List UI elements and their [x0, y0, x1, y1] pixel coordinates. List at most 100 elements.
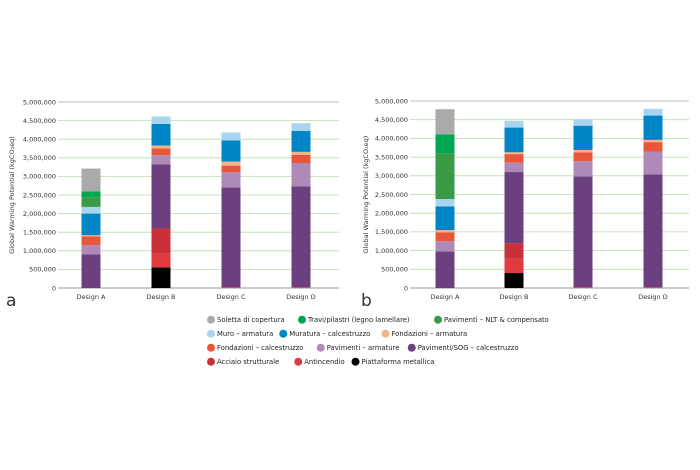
bar-segment [573, 149, 593, 153]
x-tick-label: Design D [638, 293, 668, 301]
chart-a: 0 500,000 1,000,000 1,500,000 2,000,000 2,500… [6, 98, 339, 311]
x-tick-label: Design A [431, 293, 461, 301]
x-tick-label: Design D [286, 293, 316, 301]
bar-segment [435, 251, 455, 288]
bar-segment [151, 123, 171, 146]
bar-segment [151, 228, 171, 254]
y-tick-label: 1,500,000 [23, 229, 56, 237]
bar-segment [573, 152, 593, 162]
y-tick-label: 500,000 [381, 266, 408, 274]
bar-segment [643, 174, 663, 288]
bar-segment [573, 125, 593, 150]
bar-segment [643, 287, 663, 289]
legend-label: Muro – armatura [217, 330, 273, 338]
bar-segment [504, 120, 524, 128]
legend-label: Travi/pilastri (legno lamellare) [307, 316, 410, 324]
legend-swatch [207, 329, 215, 338]
bar-segment [291, 154, 311, 164]
legend-swatch [207, 343, 215, 352]
bar-segment [504, 127, 524, 153]
bar-segment [221, 187, 241, 288]
legend-label: Pavimenti/SOG – calcestruzzo [418, 344, 519, 352]
bar-segment [291, 151, 311, 155]
y-tick-label: 2,500,000 [23, 191, 56, 199]
legend-label: Muratura – calcestruzzo [289, 330, 370, 338]
bar-segment [573, 176, 593, 288]
legend-item: Soletta di copertura [207, 315, 285, 324]
bar-segment [643, 139, 663, 143]
bar-segment [291, 163, 311, 187]
bar-segment [221, 161, 241, 166]
y-tick-label: 2,500,000 [375, 191, 408, 199]
bar-segment [573, 161, 593, 177]
y-tick-label: 0 [404, 284, 408, 292]
legend-item: Travi/pilastri (legno lamellare) [298, 315, 410, 324]
bar-segment [221, 140, 241, 162]
bar-segment [151, 164, 171, 229]
bar-segment [81, 236, 101, 246]
bar-segment [435, 232, 455, 242]
y-tick-label: 500,000 [29, 266, 56, 274]
bar-segment [435, 198, 455, 207]
y-tick-label: 3,000,000 [23, 173, 56, 181]
bar-segment [221, 165, 241, 173]
y-tick-label: 5,000,000 [375, 97, 408, 105]
bar-segment [81, 191, 101, 198]
y-tick-label: 3,500,000 [23, 154, 56, 162]
legend-swatch [351, 357, 360, 366]
x-tick-label: Design A [77, 293, 107, 301]
bar-segment [81, 197, 101, 207]
y-tick-label: 5,000,000 [23, 98, 56, 106]
bar-segment [573, 119, 593, 126]
bar-segment [151, 267, 171, 288]
legend-label: Acciaio strutturale [217, 358, 279, 366]
bar-segment [504, 243, 524, 259]
y-tick-label: 4,500,000 [23, 117, 56, 125]
bar-segment [81, 206, 101, 214]
bar-segment [643, 151, 663, 175]
y-axis-label: Global Warming Potential (kgCO₂eq) [362, 136, 370, 254]
bar-segment [151, 148, 171, 156]
bar-segment [435, 206, 455, 231]
bar-segment [221, 172, 241, 188]
legend-label: Antincendio [304, 358, 344, 366]
bar-segment [221, 132, 241, 141]
legend-item: Pavimenti – NLT & compensato [434, 315, 549, 324]
chart-b: 0 500,000 1,000,000 1,500,000 2,000,000 2,500… [361, 97, 689, 311]
bar-segment [504, 162, 524, 173]
bar-segment [643, 108, 663, 116]
legend-item: Fondazioni – armatura [381, 329, 468, 338]
bar-segment [643, 115, 663, 140]
bar-segment [435, 230, 455, 233]
bar-segment [435, 134, 455, 154]
bar-segment [573, 287, 593, 289]
legend-label: Fondazioni – armatura [392, 330, 468, 338]
legend-swatch [316, 343, 325, 352]
y-tick-label: 1,000,000 [23, 247, 56, 255]
legend-label: Soletta di copertura [217, 316, 285, 324]
bar-segment [435, 153, 455, 199]
legend-item: Muro – armatura [207, 329, 273, 338]
legend-swatch [407, 343, 416, 352]
legend-item: Pavimenti – armature [316, 343, 399, 352]
bar-segment [643, 142, 663, 152]
bar-segment [151, 155, 171, 165]
legend-item: Fondazioni – calcestruzzo [207, 343, 303, 352]
bar-segment [504, 273, 524, 288]
legend-swatch [381, 329, 390, 338]
bar-segment [81, 235, 101, 237]
bar-segment [81, 245, 101, 255]
bar-segment [504, 152, 524, 155]
bar-segment [291, 123, 311, 132]
legend-item: Piattaforma metallica [351, 357, 434, 366]
panel-label: a [6, 291, 16, 311]
legend-swatch [294, 357, 303, 366]
y-tick-label: 4,000,000 [23, 136, 56, 144]
bar-segment [504, 154, 524, 163]
y-tick-label: 1,000,000 [375, 247, 408, 255]
bar-segment [151, 116, 171, 124]
bar-segment [291, 186, 311, 288]
legend-item: Pavimenti/SOG – calcestruzzo [407, 343, 519, 352]
x-tick-label: Design B [500, 293, 529, 301]
x-tick-label: Design C [568, 293, 598, 301]
